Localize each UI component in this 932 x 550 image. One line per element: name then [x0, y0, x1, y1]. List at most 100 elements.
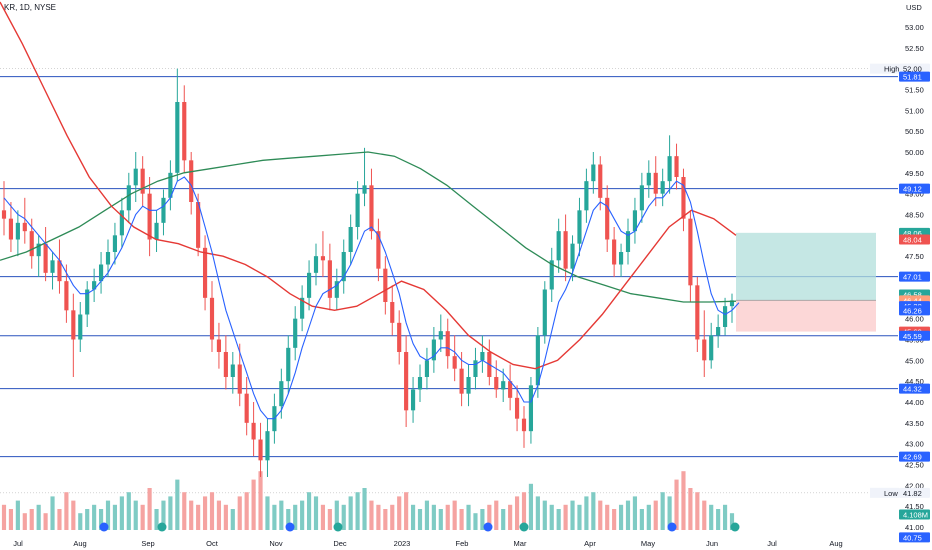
x-tick-label: Aug	[73, 539, 86, 548]
volume-bar	[591, 492, 596, 530]
volume-bar	[334, 500, 339, 530]
price-badge-value: 41.82	[903, 489, 922, 498]
volume-bar	[466, 504, 471, 530]
volume-bar	[612, 509, 617, 530]
candle-body	[681, 177, 686, 219]
candle-body	[424, 360, 430, 377]
x-tick-label: Feb	[456, 539, 469, 548]
volume-bar	[702, 500, 707, 530]
candle-body	[618, 252, 624, 265]
candle-body	[362, 185, 367, 194]
y-tick-label: 46.00	[905, 315, 924, 324]
volume-bar	[632, 496, 638, 530]
x-tick-label: May	[641, 539, 655, 548]
earnings-marker	[730, 522, 740, 532]
candle-body	[71, 310, 76, 340]
volume-bar	[182, 492, 187, 530]
candle-body	[341, 252, 346, 282]
volume-bar	[140, 504, 145, 530]
price-badge-value: 49.12	[903, 185, 922, 194]
x-tick-label: Apr	[584, 539, 596, 548]
candle-body	[98, 264, 104, 282]
price-badge-value: 46.44	[903, 296, 922, 305]
volume-bar	[563, 504, 568, 530]
volume-bar	[501, 509, 506, 530]
volume-bar	[15, 500, 20, 530]
y-tick-label: 42.00	[905, 481, 924, 490]
volume-bar	[681, 471, 686, 530]
candle-body	[216, 339, 222, 352]
candle-body	[709, 335, 714, 361]
price-badge-value: 48.06	[903, 229, 922, 238]
target-zone	[736, 232, 876, 301]
stop-zone	[736, 300, 876, 332]
candle-body	[729, 300, 735, 307]
x-tick-label: Mar	[514, 539, 527, 548]
volume-bar	[431, 504, 436, 530]
volume-bar	[237, 496, 242, 530]
volume-bar	[286, 509, 291, 530]
candle-body	[667, 156, 672, 182]
price-badge-value: 51.81	[903, 73, 922, 82]
dividend-marker	[667, 522, 677, 532]
price-badge	[899, 234, 930, 245]
candle-body	[334, 281, 339, 298]
price-badge-value: 44.32	[903, 385, 922, 394]
candle-body	[244, 393, 249, 423]
ma-fast-line	[3, 176, 740, 420]
candle-body	[258, 439, 263, 461]
volume-bar	[168, 496, 173, 530]
volume-bar	[216, 500, 222, 530]
volume-bar	[98, 509, 104, 530]
candle-body	[702, 339, 707, 361]
volume-bar	[598, 500, 603, 530]
volume-bar	[709, 504, 714, 530]
volume-bar	[29, 509, 34, 530]
candle-body	[445, 331, 450, 357]
volume-bar	[722, 504, 728, 530]
candle-body	[625, 231, 631, 252]
candle-body	[286, 347, 291, 382]
volume-bar	[646, 504, 651, 530]
volume-bar	[43, 513, 48, 530]
price-badge	[899, 71, 930, 82]
volume-bar	[36, 504, 41, 530]
volume-bar	[695, 492, 700, 530]
candle-body	[549, 260, 554, 290]
candle-body	[501, 381, 506, 390]
x-tick-label: Jul	[767, 539, 777, 548]
price-badge-tag-label: Low	[884, 489, 898, 498]
candle-body	[404, 352, 409, 411]
candle-body	[320, 256, 326, 261]
y-tick-label: 45.00	[905, 356, 924, 365]
candle-body	[355, 193, 360, 227]
price-badge	[899, 383, 930, 394]
candle-body	[237, 364, 242, 394]
y-tick-label: 48.50	[905, 211, 924, 220]
candle-body	[57, 260, 62, 282]
volume-bar	[85, 509, 90, 530]
price-badge	[899, 183, 930, 194]
volume-bar	[584, 496, 589, 530]
volume-bar	[417, 509, 423, 530]
volume-bar	[348, 496, 353, 530]
candle-body	[466, 377, 471, 394]
volume-bar	[112, 504, 118, 530]
candle-body	[154, 222, 159, 240]
candle-body	[189, 160, 194, 202]
volume-bar	[410, 504, 416, 530]
candle-body	[168, 172, 173, 198]
volume-bar	[50, 496, 55, 530]
y-tick-label: 41.50	[905, 502, 924, 511]
candle-body	[78, 314, 83, 340]
candle-body	[105, 252, 111, 265]
dividend-marker	[483, 522, 493, 532]
volume-bar	[542, 500, 547, 530]
y-tick-label: 52.50	[905, 44, 924, 53]
volume-bar	[605, 504, 610, 530]
volume-bar	[514, 496, 520, 530]
volume-bar	[300, 500, 305, 530]
candle-body	[182, 102, 187, 161]
volume-bar	[57, 509, 62, 530]
